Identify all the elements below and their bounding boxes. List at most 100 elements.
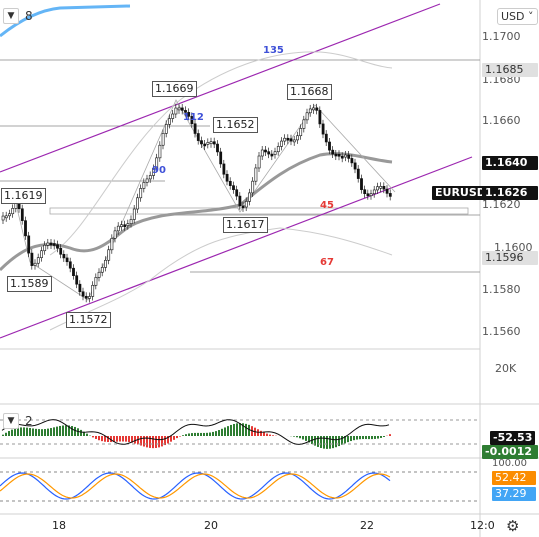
histogram-bar xyxy=(29,428,31,436)
candle xyxy=(318,110,322,125)
histogram-bar xyxy=(215,431,217,436)
histogram-bar xyxy=(317,436,319,447)
candle xyxy=(46,242,50,246)
candle xyxy=(379,186,383,189)
histogram-bar xyxy=(74,426,76,436)
histogram-bar xyxy=(152,436,154,449)
price-tick: 1.1660 xyxy=(482,114,521,127)
candle xyxy=(75,275,79,285)
histogram-bar xyxy=(266,433,268,436)
candle xyxy=(145,178,149,183)
histogram-bar xyxy=(323,436,325,449)
candle xyxy=(1,215,5,221)
histogram-bar xyxy=(272,435,274,436)
price-tick: 1.1580 xyxy=(482,283,521,296)
histogram-bar xyxy=(368,436,370,440)
histogram-bar xyxy=(65,425,67,436)
oscillator-scale: 100.00 xyxy=(492,458,527,469)
candle xyxy=(174,107,178,115)
oscillator-header[interactable]: ▼ 2 xyxy=(3,413,33,429)
price-tick: 1.1560 xyxy=(482,325,521,338)
histogram-bar xyxy=(17,427,19,436)
candle xyxy=(190,116,194,125)
histogram-bar xyxy=(218,430,220,436)
fib-label: 135 xyxy=(263,45,284,56)
candle xyxy=(251,180,255,194)
candle xyxy=(305,112,309,121)
candle xyxy=(177,107,181,111)
candle xyxy=(107,249,111,261)
oscillator-value: -52.53 xyxy=(490,431,536,445)
fib-label: 67 xyxy=(320,257,334,268)
currency-button[interactable]: USD ˅ xyxy=(497,8,538,25)
candle xyxy=(360,178,363,190)
histogram-bar xyxy=(341,436,343,445)
candle xyxy=(126,223,130,226)
histogram-bar xyxy=(161,436,163,447)
histogram-bar xyxy=(149,436,151,448)
histogram-bar xyxy=(77,428,79,436)
candle xyxy=(142,182,146,189)
chevron-down-icon[interactable]: ▼ xyxy=(3,413,19,429)
price-tick: 1.1600 xyxy=(494,241,533,254)
histogram-bar xyxy=(335,436,337,448)
candle xyxy=(49,242,53,246)
histogram-bar xyxy=(308,436,310,443)
histogram-bar xyxy=(242,423,244,436)
candle xyxy=(276,146,280,153)
time-tick: 18 xyxy=(52,519,66,532)
candle xyxy=(100,267,104,273)
histogram-bar xyxy=(110,436,112,443)
histogram-bar xyxy=(140,436,142,446)
price-label: 1.1669 xyxy=(152,81,197,97)
candle xyxy=(241,205,245,209)
fib-label: 112 xyxy=(183,112,204,123)
price-label: 1.1617 xyxy=(223,217,268,233)
candle xyxy=(193,123,197,134)
chevron-down-icon[interactable]: ▼ xyxy=(3,8,19,24)
indicator-header[interactable]: ▼ 8 xyxy=(3,8,33,24)
histogram-bar xyxy=(209,432,211,436)
candle xyxy=(315,107,319,111)
histogram-bar xyxy=(206,432,208,436)
candle xyxy=(40,250,43,258)
histogram-bar xyxy=(170,436,172,442)
histogram-bar xyxy=(230,424,232,436)
candle xyxy=(286,137,290,141)
candle xyxy=(4,215,8,219)
histogram-bar xyxy=(47,428,49,436)
time-tick: 20 xyxy=(204,519,218,532)
candle xyxy=(97,271,101,278)
histogram-bar xyxy=(377,436,379,439)
histogram-bar xyxy=(296,436,298,438)
candle xyxy=(59,247,63,255)
histogram-bar xyxy=(35,428,37,436)
candle xyxy=(187,112,191,117)
histogram-bar xyxy=(62,425,64,436)
candle xyxy=(84,295,88,299)
fib-label: 90 xyxy=(152,165,166,176)
chevron-down-icon: ˅ xyxy=(528,10,534,23)
histogram-bar xyxy=(227,426,229,436)
histogram-bar xyxy=(179,436,181,437)
gear-icon[interactable]: ⚙ xyxy=(506,517,520,535)
candle xyxy=(238,195,242,207)
candle xyxy=(152,168,155,176)
histogram-bar xyxy=(245,423,247,436)
histogram-bar xyxy=(380,436,382,438)
candle xyxy=(331,149,335,155)
candle xyxy=(158,144,162,159)
candle xyxy=(184,110,187,113)
histogram-bar xyxy=(197,432,199,436)
histogram-bar xyxy=(164,436,166,446)
histogram-bar xyxy=(68,425,70,436)
histogram-bar xyxy=(239,423,241,436)
candle xyxy=(33,262,37,266)
candle xyxy=(155,157,159,169)
candle xyxy=(216,143,219,153)
candle xyxy=(347,154,351,159)
candle xyxy=(24,220,27,237)
histogram-bar xyxy=(299,436,301,439)
candle xyxy=(78,283,82,293)
